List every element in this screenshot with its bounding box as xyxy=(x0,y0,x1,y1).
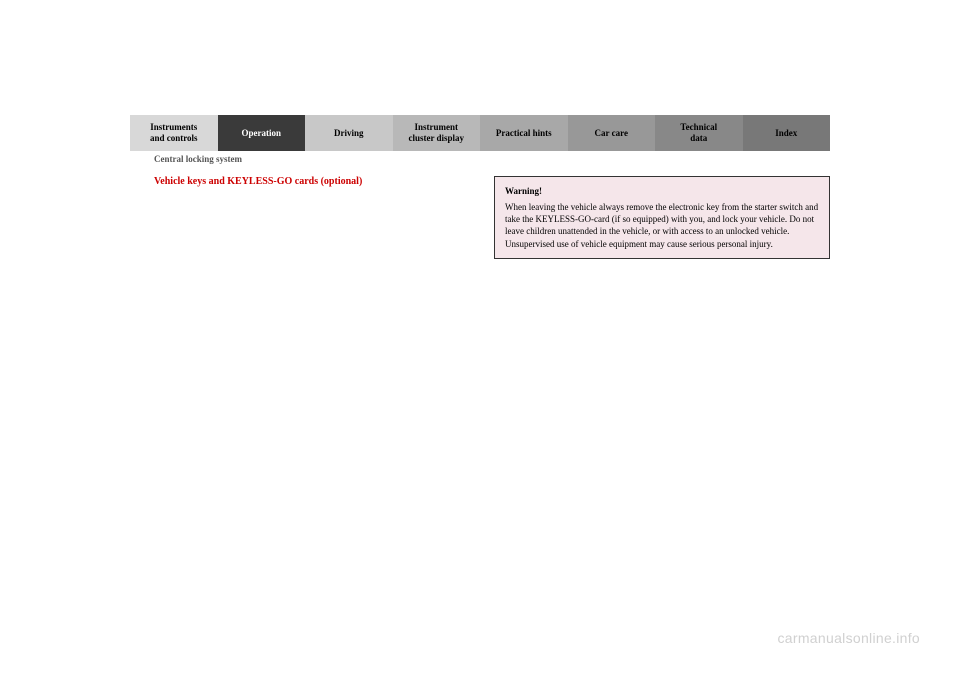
watermark: carmanualsonline.info xyxy=(778,630,921,646)
tab-technical-data[interactable]: Technicaldata xyxy=(655,115,743,151)
breadcrumb: Central locking system xyxy=(154,154,830,164)
tab-practical-hints[interactable]: Practical hints xyxy=(480,115,568,151)
tab-driving[interactable]: Driving xyxy=(305,115,393,151)
tab-index[interactable]: Index xyxy=(743,115,831,151)
tab-instrument-cluster-display[interactable]: Instrumentcluster display xyxy=(393,115,481,151)
section-heading: Vehicle keys and KEYLESS-GO cards (optio… xyxy=(154,176,466,187)
right-column: Warning! When leaving the vehicle always… xyxy=(494,176,830,259)
warning-box: Warning! When leaving the vehicle always… xyxy=(494,176,830,259)
warning-body: When leaving the vehicle always remove t… xyxy=(505,201,819,250)
page-content: Vehicle keys and KEYLESS-GO cards (optio… xyxy=(130,176,830,259)
tab-instruments-controls[interactable]: Instrumentsand controls xyxy=(130,115,218,151)
tab-car-care[interactable]: Car care xyxy=(568,115,656,151)
left-column: Vehicle keys and KEYLESS-GO cards (optio… xyxy=(130,176,466,259)
tab-operation[interactable]: Operation xyxy=(218,115,306,151)
manual-page: Instrumentsand controls Operation Drivin… xyxy=(0,0,960,259)
warning-title: Warning! xyxy=(505,185,819,197)
tab-bar: Instrumentsand controls Operation Drivin… xyxy=(130,115,830,151)
